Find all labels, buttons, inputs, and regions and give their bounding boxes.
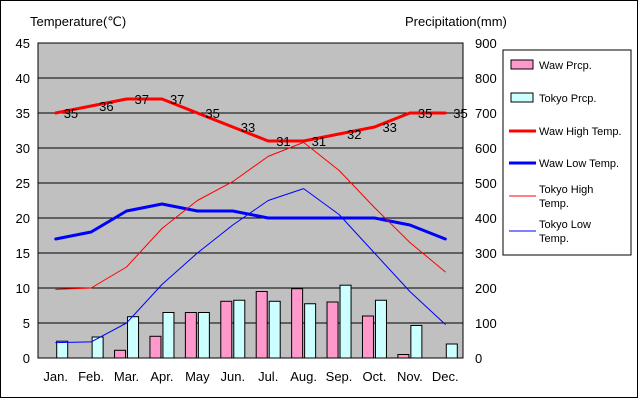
legend-label: Tokyo Prcp. <box>539 93 596 105</box>
legend-label: Waw Low Temp. <box>539 158 619 170</box>
y-right-tick-label: 400 <box>475 211 497 226</box>
legend-label-line: Waw Low Temp. <box>539 158 619 170</box>
data-label: 35 <box>64 106 78 121</box>
waw-precip-bar <box>291 288 304 359</box>
data-label: 35 <box>205 106 219 121</box>
legend-swatch <box>510 92 534 103</box>
waw-precip-bar <box>326 301 339 359</box>
legend-label-line: Waw Prcp. <box>539 60 592 72</box>
tokyo-precip-bar <box>339 284 352 359</box>
plot-area: 0 5 10 15 20 25 30 35 40 45 0 100 200 300 400 500 600 700… <box>16 36 497 384</box>
y-left-tick-label: 20 <box>16 211 30 226</box>
y-left-tick-label: 40 <box>16 71 30 86</box>
plot-background <box>37 42 464 359</box>
x-tick-label: Mar. <box>114 369 139 384</box>
x-tick-label: Oct. <box>363 369 387 384</box>
legend-label: Tokyo Low Temp. <box>539 219 591 245</box>
legend-label: Tokyo High Temp. <box>539 184 593 210</box>
y-left-tick-label: 0 <box>23 351 30 366</box>
x-tick-label: Dec. <box>432 369 459 384</box>
tokyo-precip-bar <box>162 312 175 359</box>
y-right-tick-label: 900 <box>475 36 497 51</box>
data-label: 32 <box>347 127 361 142</box>
legend: Waw Prcp. Tokyo Prcp. Waw High Temp. Waw Lo… <box>502 49 632 256</box>
waw-precip-bar <box>255 291 268 359</box>
y-left-tick-label: 45 <box>16 36 30 51</box>
tokyo-precip-bar <box>304 303 317 359</box>
waw-precip-bar <box>184 312 197 359</box>
x-tick-label: Jan. <box>43 369 68 384</box>
y-left-axis-title: Temperature(℃) <box>30 14 126 29</box>
data-label: 33 <box>241 120 255 135</box>
legend-label-line: Tokyo Prcp. <box>539 93 596 105</box>
legend-label-line: Tokyo High <box>539 184 593 196</box>
data-label: 35 <box>418 106 432 121</box>
waw-precip-bar <box>149 335 162 359</box>
data-label: 31 <box>276 134 290 149</box>
waw-precip-bar <box>220 300 233 359</box>
waw-precip-bar <box>397 354 410 359</box>
x-tick-label: Jul. <box>258 369 278 384</box>
x-tick-label: Feb. <box>78 369 104 384</box>
y-left-tick-label: 35 <box>16 106 30 121</box>
tokyo-precip-bar <box>410 324 423 359</box>
y-right-tick-label: 300 <box>475 246 497 261</box>
y-left-tick-label: 10 <box>16 281 30 296</box>
tokyo-precip-bar <box>233 299 246 359</box>
tokyo-precip-bar <box>91 336 104 359</box>
y-right-tick-label: 600 <box>475 141 497 156</box>
y-right-tick-label: 100 <box>475 316 497 331</box>
tokyo-precip-bar <box>374 299 387 359</box>
data-label: 35 <box>453 106 467 121</box>
data-label: 37 <box>170 92 184 107</box>
legend-label-line: Temp. <box>539 198 569 210</box>
tokyo-precip-bar <box>445 343 458 359</box>
x-tick-label: Sep. <box>326 369 353 384</box>
legend-label-line: Temp. <box>539 233 569 245</box>
y-left-tick-label: 30 <box>16 141 30 156</box>
y-left-tick-label: 15 <box>16 246 30 261</box>
tokyo-precip-bar <box>197 312 210 359</box>
legend-label-line: Tokyo Low <box>539 219 591 231</box>
data-label: 37 <box>135 92 149 107</box>
tokyo-precip-bar <box>56 340 69 359</box>
y-right-axis-title: Precipitation(mm) <box>405 14 507 29</box>
legend-box <box>502 49 632 256</box>
y-right-tick-label: 0 <box>475 351 482 366</box>
legend-label: Waw Prcp. <box>539 60 592 72</box>
x-tick-label: Aug. <box>290 369 317 384</box>
y-right-tick-label: 700 <box>475 106 497 121</box>
x-tick-label: May <box>185 369 210 384</box>
tokyo-precip-bar <box>268 300 281 359</box>
y-right-tick-label: 800 <box>475 71 497 86</box>
waw-precip-bar <box>361 315 374 359</box>
tokyo-low-temp-line <box>55 188 446 344</box>
waw-low-temp-line <box>54 202 447 241</box>
legend-label: Waw High Temp. <box>539 126 622 138</box>
data-label: 36 <box>99 99 113 114</box>
y-right-tick-label: 500 <box>475 176 497 191</box>
y-left-tick-label: 25 <box>16 176 30 191</box>
waw-precip-bar <box>114 349 127 359</box>
legend-swatch <box>510 59 534 70</box>
x-tick-label: Nov. <box>397 369 423 384</box>
legend-label-line: Waw High Temp. <box>539 126 622 138</box>
waw-high-temp-line <box>54 97 447 143</box>
tokyo-precip-bar <box>127 316 140 359</box>
x-tick-label: Jun. <box>221 369 246 384</box>
y-left-tick-label: 5 <box>23 316 30 331</box>
data-label: 33 <box>382 120 396 135</box>
x-tick-label: Apr. <box>150 369 173 384</box>
data-label: 31 <box>312 134 326 149</box>
tokyo-high-temp-line <box>55 141 446 290</box>
y-right-tick-label: 200 <box>475 281 497 296</box>
